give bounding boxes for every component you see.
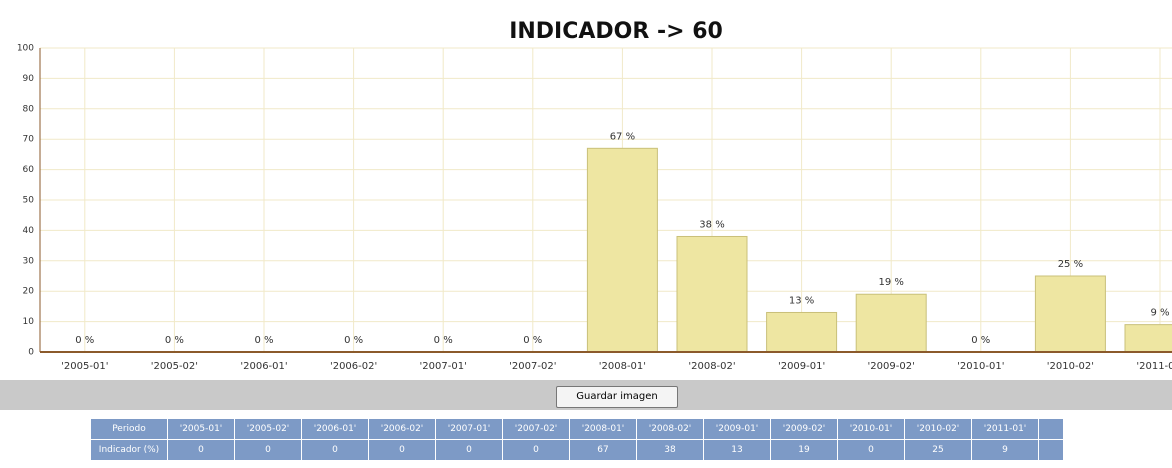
value-label: 0 % [254,335,273,346]
value-label: 38 % [699,219,724,230]
table-empty [1038,439,1064,461]
chart: INDICADOR -> 60 0 10 20 30 40 50 60 70 80 90 100 0 … [17,19,1172,372]
table-period: '2008-02' [636,418,704,440]
x-tick-label: '2010-02' [1047,361,1094,372]
y-tick-label: 90 [23,74,35,84]
x-tick-label: '2005-02' [151,361,198,372]
table-period: '2005-01' [167,418,235,440]
x-tick-label: '2008-01' [599,361,646,372]
x-tick-label: '2007-01' [420,361,467,372]
save-button[interactable]: Guardar imagen [556,386,678,408]
x-tick-label: '2007-02' [509,361,556,372]
y-tick-label: 60 [23,165,35,175]
y-tick-label: 70 [23,135,35,145]
table-period: '2010-01' [837,418,905,440]
table-value: 38 [636,439,704,461]
bar [586,147,658,353]
data-table: Periodo '2005-01' '2005-02' '2006-01' '2006-… [90,418,1064,461]
value-label: 0 % [434,335,453,346]
table-header: Periodo [90,418,168,440]
table-period: '2006-02' [368,418,436,440]
table-period: '2007-01' [435,418,503,440]
value-label: 0 % [971,335,990,346]
value-label: 0 % [344,335,363,346]
bar [1124,324,1172,353]
table-value: 9 [971,439,1039,461]
table-value: 0 [368,439,436,461]
x-tick-label: '2010-01' [957,361,1004,372]
table-value: 25 [904,439,972,461]
table-period: '2010-02' [904,418,972,440]
bar [1034,275,1106,353]
table-value: 13 [703,439,771,461]
y-tick-label: 100 [17,44,34,54]
table-period: '2008-01' [569,418,637,440]
bar [766,311,838,353]
y-tick-label: 0 [28,348,34,358]
chart-title: INDICADOR -> 60 [509,19,723,44]
table-value: 67 [569,439,637,461]
table-row-label: Indicador (%) [90,439,168,461]
y-tick-label: 80 [23,104,35,114]
y-tick-label: 20 [23,287,35,297]
bar [855,293,927,353]
x-tick-label: '2009-02' [868,361,915,372]
table-empty [1038,418,1064,440]
table-value: 0 [234,439,302,461]
table-value: 0 [301,439,369,461]
value-label: 0 % [523,335,542,346]
y-tick-label: 30 [23,256,35,266]
x-tick-label: '2008-02' [688,361,735,372]
x-tick-label: '2005-01' [61,361,108,372]
table-value: 0 [837,439,905,461]
value-label: 13 % [789,295,814,306]
value-label: 67 % [610,131,635,142]
table-value: 0 [435,439,503,461]
table-period: '2006-01' [301,418,369,440]
value-label: 25 % [1058,259,1083,270]
table-period: '2005-02' [234,418,302,440]
value-label: 0 % [75,335,94,346]
x-tick-label: '2011-01' [1136,361,1172,372]
y-tick-label: 40 [23,226,35,236]
x-tick-label: '2006-01' [240,361,287,372]
table-period: '2007-02' [502,418,570,440]
x-tick-label: '2006-02' [330,361,377,372]
table-value: 19 [770,439,838,461]
bar [676,235,748,353]
table-value: 0 [167,439,235,461]
table-value: 0 [502,439,570,461]
y-tick-label: 50 [23,196,35,206]
table-period: '2009-02' [770,418,838,440]
table-period: '2011-01' [971,418,1039,440]
table-period: '2009-01' [703,418,771,440]
value-label: 19 % [878,277,903,288]
x-tick-label: '2009-01' [778,361,825,372]
y-tick-label: 10 [23,317,35,327]
value-label: 9 % [1150,308,1169,319]
value-label: 0 % [165,335,184,346]
